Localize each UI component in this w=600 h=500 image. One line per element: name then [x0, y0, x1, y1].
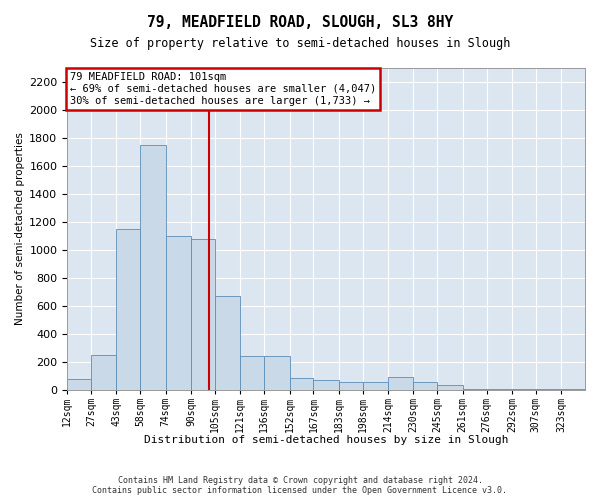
Bar: [313, 380, 339, 390]
Bar: [191, 238, 215, 390]
Bar: [437, 385, 463, 390]
Text: 79, MEADFIELD ROAD, SLOUGH, SL3 8HY: 79, MEADFIELD ROAD, SLOUGH, SL3 8HY: [147, 15, 453, 30]
Text: Size of property relative to semi-detached houses in Slough: Size of property relative to semi-detach…: [90, 38, 510, 51]
Bar: [215, 296, 240, 390]
Bar: [166, 236, 191, 390]
Bar: [67, 379, 91, 390]
X-axis label: Distribution of semi-detached houses by size in Slough: Distribution of semi-detached houses by …: [144, 435, 508, 445]
Bar: [264, 356, 290, 390]
Bar: [487, 389, 512, 390]
Y-axis label: Number of semi-detached properties: Number of semi-detached properties: [15, 132, 25, 325]
Text: 79 MEADFIELD ROAD: 101sqm
← 69% of semi-detached houses are smaller (4,047)
30% : 79 MEADFIELD ROAD: 101sqm ← 69% of semi-…: [70, 72, 376, 106]
Text: Contains HM Land Registry data © Crown copyright and database right 2024.
Contai: Contains HM Land Registry data © Crown c…: [92, 476, 508, 495]
Bar: [140, 144, 166, 390]
Bar: [362, 382, 388, 390]
Bar: [116, 229, 140, 390]
Bar: [413, 382, 437, 390]
Bar: [91, 355, 116, 390]
Bar: [339, 382, 362, 390]
Bar: [388, 376, 413, 390]
Bar: [463, 388, 487, 390]
Bar: [240, 356, 264, 390]
Bar: [290, 378, 313, 390]
